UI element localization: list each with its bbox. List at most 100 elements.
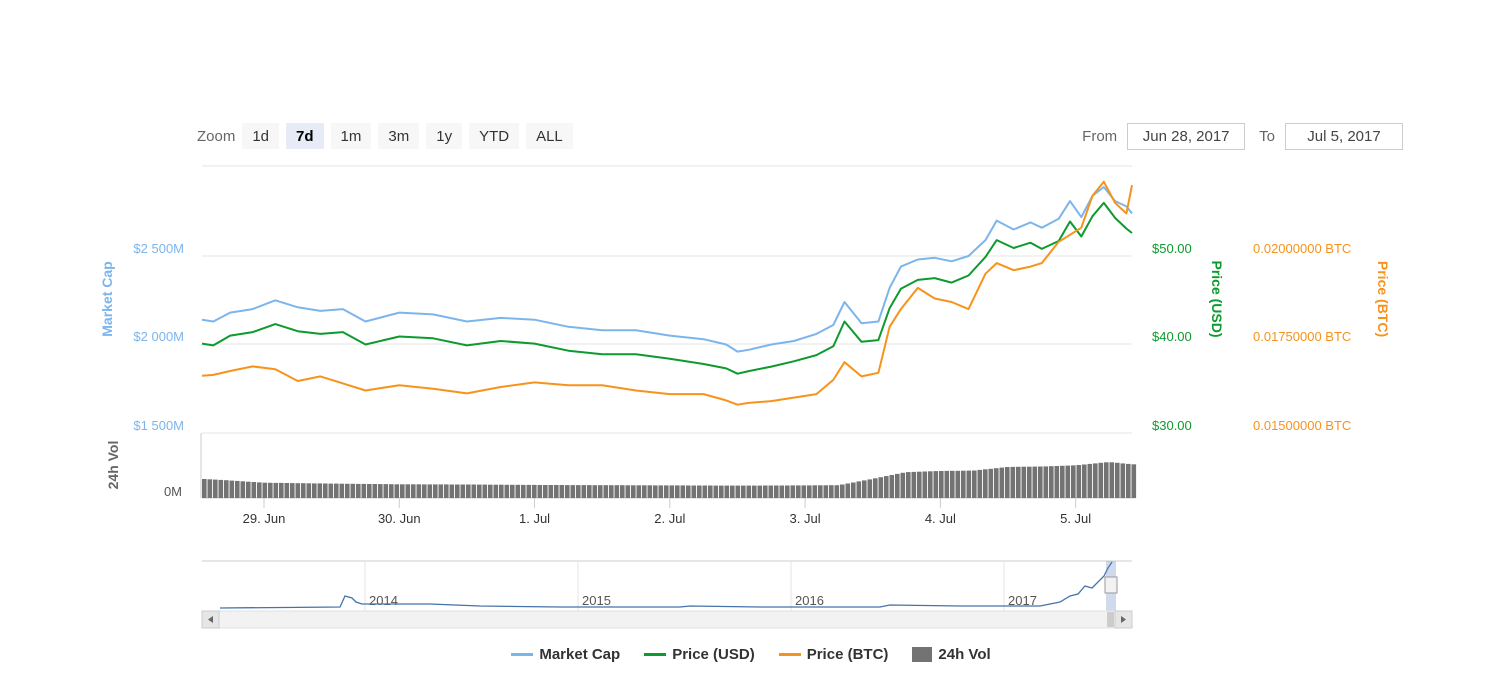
volume-bar [1038,466,1043,498]
volume-bar [207,479,213,498]
volume-bar [427,484,433,498]
navigator-year-label: 2017 [1008,593,1037,608]
volume-bar [840,484,845,498]
to-date-input[interactable]: Jul 5, 2017 [1285,122,1403,150]
volume-bar [537,485,543,498]
zoom-1m-button[interactable]: 1m [330,123,372,149]
price-btc-tick-label: 0.01750000 BTC [1253,329,1351,344]
scrollbar-thumb[interactable] [1107,612,1114,627]
zoom-1y-button[interactable]: 1y [426,123,463,149]
legend-swatch-price-btc [778,653,801,656]
volume-bar [1076,465,1082,498]
series-lines [201,180,1133,406]
scroll-right-arrow-icon [1121,616,1126,623]
volume-bar [862,480,867,498]
volume-bar [961,470,966,498]
market-cap-tick-label: $2 000M [133,329,184,344]
volume-bar [400,484,405,498]
navigator-series-line [219,561,1113,609]
volume-bar [1060,465,1065,498]
volume-bar [999,467,1005,498]
volume-bar [548,485,554,498]
volume-bar [477,484,482,498]
volume-bar [559,485,565,498]
price-usd-line [201,201,1133,375]
volume-bar [669,485,675,498]
zoom-7d-button[interactable]: 7d [286,123,324,149]
volume-bar [917,471,922,498]
volume-bar [488,484,493,498]
volume-bar [202,479,207,498]
volume-bar [631,485,636,498]
volume-bar [592,485,598,498]
volume-bar [543,485,548,498]
volume-bar [471,484,477,498]
legend-item-price-btc[interactable]: Price (BTC) [778,646,888,663]
volume-bar [598,485,603,498]
zoom-1d-button[interactable]: 1d [242,123,280,149]
from-date-input[interactable]: Jun 28, 2017 [1127,122,1246,150]
volume-bar [1043,466,1049,498]
x-axis-label: 2. Jul [654,511,685,526]
volume-bar [279,482,284,498]
volume-bar [466,484,471,498]
volume-bar [746,485,752,498]
volume-bar [383,484,389,498]
volume-bar [785,485,790,498]
scrollbar-track[interactable] [201,610,1133,629]
volume-bar [625,485,631,498]
volume-bar [521,484,526,498]
navigator[interactable]: 2014 2015 2016 2017 [201,560,1133,629]
volume-bar [702,485,708,498]
zoom-3m-button[interactable]: 3m [378,123,420,149]
volume-bar [834,485,840,498]
x-axis-label: 4. Jul [925,511,956,526]
legend-item-price-usd[interactable]: Price (USD) [644,646,755,663]
volume-bar [763,485,768,498]
volume-bar [752,485,757,498]
volume-bar [664,485,669,498]
legend-item-24h-vol[interactable]: 24h Vol [912,646,991,663]
x-axis-label: 29. Jun [243,511,286,526]
volume-bar [680,485,686,498]
volume-bar [499,484,504,498]
volume-bar [405,484,411,498]
legend-item-market-cap[interactable]: Market Cap [511,646,620,663]
price-btc-line [201,180,1133,406]
volume-bar [218,479,224,498]
date-range: From Jun 28, 2017 To Jul 5, 2017 [1068,122,1403,150]
volume-bar [394,484,400,498]
volume-bar [1104,462,1109,498]
x-axis-label: 5. Jul [1060,511,1091,526]
volume-bar [1131,464,1137,499]
scroll-left-arrow-icon [208,616,213,623]
volume-bar [372,484,378,498]
volume-tick-label: 0M [164,484,182,499]
volume-bar [686,485,691,498]
volume-bar [367,484,372,498]
volume-bar [647,485,653,498]
volume-bar [312,483,317,498]
volume-bar [1098,462,1104,498]
volume-bar [713,485,719,498]
axes: $1 500M $2 000M $2 500M Market Cap $30.00 $40… [99,241,1391,526]
volume-bar [334,483,339,498]
volume-bar [878,477,884,498]
volume-bar [257,482,262,498]
volume-bar [906,472,911,498]
volume-bar [328,483,334,498]
zoom-ytd-button[interactable]: YTD [469,123,520,149]
volume-bar [389,484,394,498]
navigator-handle[interactable] [1104,576,1118,594]
volume-bar [493,484,499,498]
volume-bar [504,484,510,498]
zoom-all-button[interactable]: ALL [526,123,573,149]
volume-axis-title: 24h Vol [105,441,121,490]
volume-bar [741,485,746,498]
volume-bar [1027,466,1032,498]
volume-bar [460,484,466,498]
volume-bar [576,485,581,498]
volume-bar [697,485,702,498]
volume-bar [361,483,367,498]
